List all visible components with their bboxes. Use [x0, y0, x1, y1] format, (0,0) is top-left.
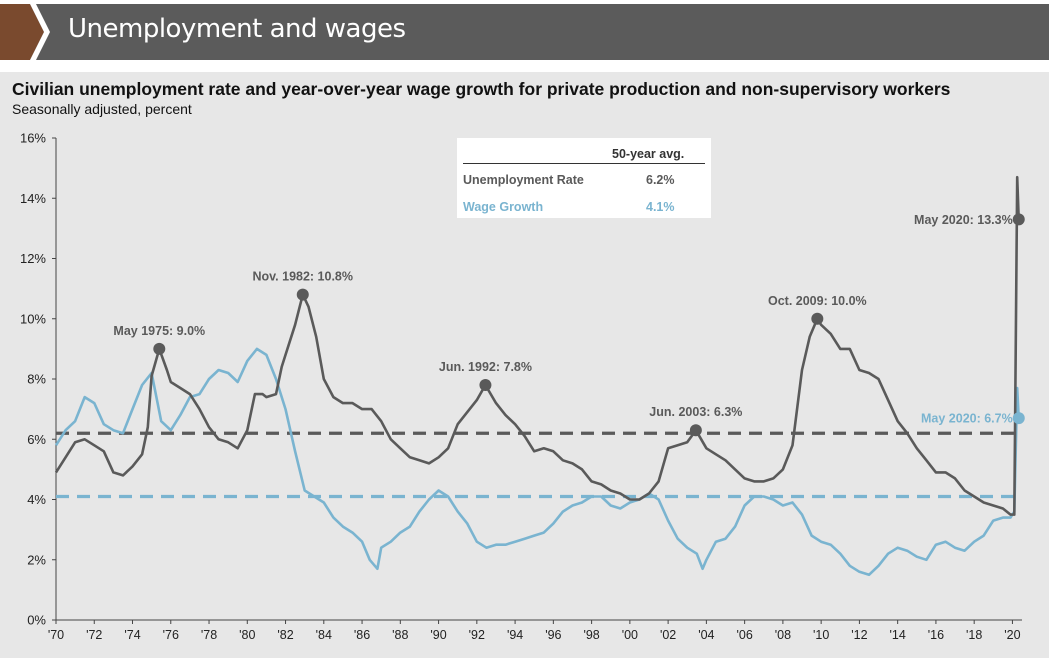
y-tick-label: 8%	[27, 372, 46, 387]
x-tick-label: '10	[813, 628, 829, 642]
x-tick-label: '16	[928, 628, 944, 642]
page-title: Unemployment and wages	[68, 14, 406, 44]
wage-growth-line	[54, 347, 1020, 577]
annotation-label: May 1975: 9.0%	[113, 324, 205, 338]
x-tick-label: '04	[698, 628, 714, 642]
y-tick-label: 10%	[20, 311, 46, 326]
x-tick-label: '74	[124, 628, 140, 642]
x-tick-label: '14	[890, 628, 906, 642]
annotation-label: Jun. 2003: 6.3%	[649, 405, 742, 419]
y-tick-label: 0%	[27, 613, 46, 628]
legend-wages-value: 4.1%	[646, 200, 675, 214]
x-tick-label: '76	[163, 628, 179, 642]
legend-header: 50-year avg.	[612, 147, 685, 161]
annotation-label: Nov. 1982: 10.8%	[252, 270, 353, 284]
header-bar	[0, 4, 1049, 60]
annotation-marker	[1012, 412, 1025, 425]
x-tick-label: '72	[86, 628, 102, 642]
x-tick-label: '86	[354, 628, 370, 642]
header-arrow-edge	[30, 4, 50, 60]
legend-box	[457, 138, 711, 218]
y-tick-label: 12%	[20, 251, 46, 266]
x-tick-label: '12	[851, 628, 867, 642]
y-tick-label: 4%	[27, 492, 46, 507]
y-tick-label: 16%	[20, 131, 46, 146]
x-tick-label: '88	[392, 628, 408, 642]
x-tick-label: '92	[469, 628, 485, 642]
annotation-label: Oct. 2009: 10.0%	[768, 294, 867, 308]
header-background	[0, 4, 1049, 60]
unemployment-rate-line	[54, 175, 1020, 516]
header-arrow-icon	[0, 4, 44, 60]
x-tick-label: '02	[660, 628, 676, 642]
x-tick-label: '90	[430, 628, 446, 642]
x-tick-label: '96	[545, 628, 561, 642]
x-tick-label: '78	[201, 628, 217, 642]
legend-unemployment-value: 6.2%	[646, 173, 675, 187]
annotation-label: May 2020: 13.3%	[914, 213, 1013, 227]
x-tick-label: '18	[966, 628, 982, 642]
x-tick-label: '84	[316, 628, 332, 642]
x-tick-label: '82	[277, 628, 293, 642]
y-tick-label: 6%	[27, 432, 46, 447]
x-tick-label: '94	[507, 628, 523, 642]
chart-subtitle: Seasonally adjusted, percent	[12, 101, 192, 117]
x-tick-label: '70	[48, 628, 64, 642]
annotation-label: May 2020: 6.7%	[921, 412, 1013, 426]
annotation-label: Jun. 1992: 7.8%	[439, 360, 532, 374]
x-tick-label: '08	[775, 628, 791, 642]
chart-title: Civilian unemployment rate and year-over…	[12, 79, 951, 99]
x-tick-label: '80	[239, 628, 255, 642]
x-tick-label: '06	[736, 628, 752, 642]
y-tick-label: 14%	[20, 191, 46, 206]
annotation-marker	[153, 342, 166, 355]
legend-divider	[463, 163, 705, 164]
annotation-marker	[296, 288, 309, 301]
legend-unemployment-label: Unemployment Rate	[463, 173, 584, 187]
annotation-marker	[811, 312, 824, 325]
annotation-marker	[689, 424, 702, 437]
annotation-marker	[1012, 213, 1025, 226]
legend-wages-label: Wage Growth	[463, 200, 544, 214]
x-tick-label: '00	[622, 628, 638, 642]
x-tick-label: '20	[1004, 628, 1020, 642]
x-tick-label: '98	[583, 628, 599, 642]
annotation-marker	[479, 379, 492, 392]
y-tick-label: 2%	[27, 552, 46, 567]
